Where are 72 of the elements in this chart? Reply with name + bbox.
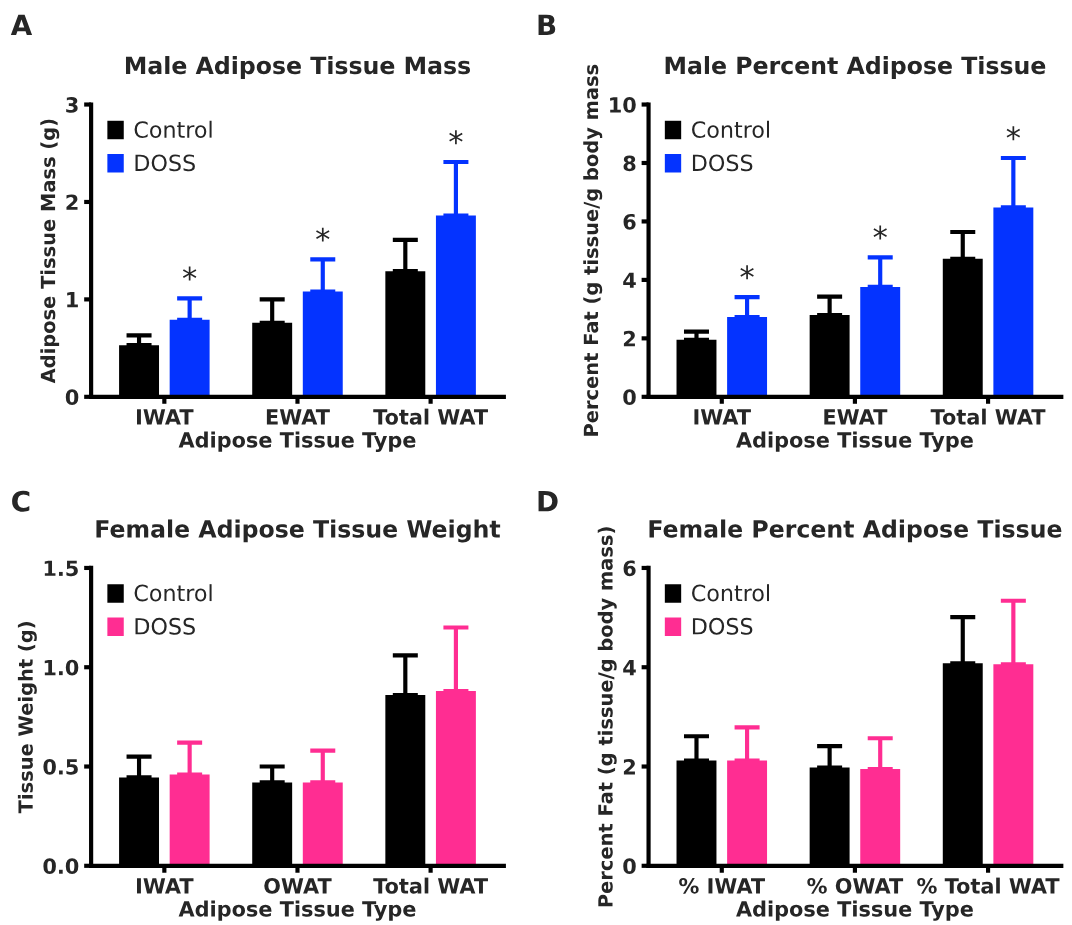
legend-label: Control bbox=[134, 584, 212, 602]
y-tick-label: 0 bbox=[623, 858, 636, 875]
x-tick-label: Total WAT bbox=[930, 408, 1046, 425]
y-axis-title: Tissue Weight (g) bbox=[17, 622, 37, 814]
y-tick-label: 4 bbox=[623, 272, 636, 288]
x-tick-label: IWAT bbox=[137, 878, 194, 894]
y-tick-label: 0.0 bbox=[43, 858, 79, 875]
x-tick-label: OWAT bbox=[264, 877, 332, 894]
annotation: * bbox=[1006, 126, 1021, 141]
x-tick-label: IWAT bbox=[694, 409, 751, 425]
y-tick-label: 1.0 bbox=[44, 659, 79, 676]
x-tick-label: % Total WAT bbox=[917, 877, 1060, 894]
annotation: * bbox=[740, 265, 754, 280]
x-tick-label: EWAT bbox=[824, 409, 888, 425]
y-tick-label: 2 bbox=[623, 758, 635, 775]
y-axis-title: Adipose Tissue Mass (g) bbox=[40, 119, 60, 384]
x-tick-label: % OWAT bbox=[807, 877, 904, 894]
x-tick-label: Total WAT bbox=[373, 877, 488, 894]
chart-title: Female Adipose Tissue Weight bbox=[96, 519, 501, 543]
bar bbox=[169, 774, 210, 866]
x-tick-label: IWAT bbox=[137, 409, 194, 425]
y-tick-label: 1.5 bbox=[44, 560, 78, 577]
y-tick-label: 10 bbox=[610, 96, 636, 113]
legend-label: DOSS bbox=[135, 617, 195, 635]
text: A bbox=[10, 14, 33, 35]
chart-title: Male Adipose Tissue Mass bbox=[125, 56, 471, 79]
y-tick-label: 2 bbox=[66, 194, 78, 210]
chart-title: Female Percent Adipose Tissue bbox=[649, 519, 1062, 543]
text: B bbox=[538, 14, 556, 35]
x-axis-title: Adipose Tissue Type bbox=[178, 900, 416, 921]
y-tick-label: 0 bbox=[65, 389, 79, 406]
annotation: * bbox=[449, 130, 463, 145]
bar bbox=[435, 215, 476, 397]
y-tick-label: 2 bbox=[623, 330, 635, 347]
bar bbox=[993, 664, 1034, 866]
legend-label: DOSS bbox=[692, 617, 753, 635]
bar bbox=[727, 317, 768, 397]
annotation: * bbox=[182, 266, 197, 281]
y-axis-title: Percent Fat (g tissue/g body mass) bbox=[597, 527, 617, 907]
x-axis-title: Adipose Tissue Type bbox=[736, 900, 973, 921]
x-tick-label: % IWAT bbox=[679, 877, 765, 894]
legend-label: Control bbox=[134, 120, 212, 138]
bar bbox=[860, 286, 901, 397]
y-tick-label: 1 bbox=[67, 292, 78, 308]
text: C bbox=[12, 490, 30, 512]
y-axis-title: Percent Fat (g tissue/g body mass bbox=[583, 64, 603, 436]
bar bbox=[302, 291, 343, 397]
bar bbox=[302, 782, 343, 866]
bar bbox=[169, 319, 210, 397]
y-tick-label: 6 bbox=[623, 560, 636, 577]
y-tick-label: 0.5 bbox=[43, 758, 78, 775]
legend-label: Control bbox=[692, 120, 770, 138]
annotation: * bbox=[316, 227, 330, 242]
x-tick-label: EWAT bbox=[266, 409, 330, 425]
bar bbox=[727, 760, 768, 866]
y-tick-label: 3 bbox=[66, 96, 78, 113]
y-tick-label: 4 bbox=[623, 659, 636, 676]
x-axis-title: Adipose Tissue Type bbox=[178, 431, 416, 452]
x-tick-label: Total WAT bbox=[373, 408, 488, 425]
legend-label: DOSS bbox=[692, 154, 753, 172]
legend-label: Control bbox=[692, 584, 770, 602]
x-axis-title: Adipose Tissue Type bbox=[736, 431, 973, 452]
chart-title: Male Percent Adipose Tissue bbox=[665, 56, 1046, 79]
y-tick-label: 6 bbox=[623, 213, 636, 230]
y-tick-label: 8 bbox=[623, 155, 636, 172]
text: D bbox=[538, 491, 558, 512]
legend-label: DOSS bbox=[135, 154, 195, 172]
annotation: * bbox=[873, 225, 887, 240]
bar bbox=[860, 769, 901, 866]
bar bbox=[993, 207, 1034, 397]
bar bbox=[435, 691, 476, 866]
y-tick-label: 0 bbox=[623, 389, 636, 406]
